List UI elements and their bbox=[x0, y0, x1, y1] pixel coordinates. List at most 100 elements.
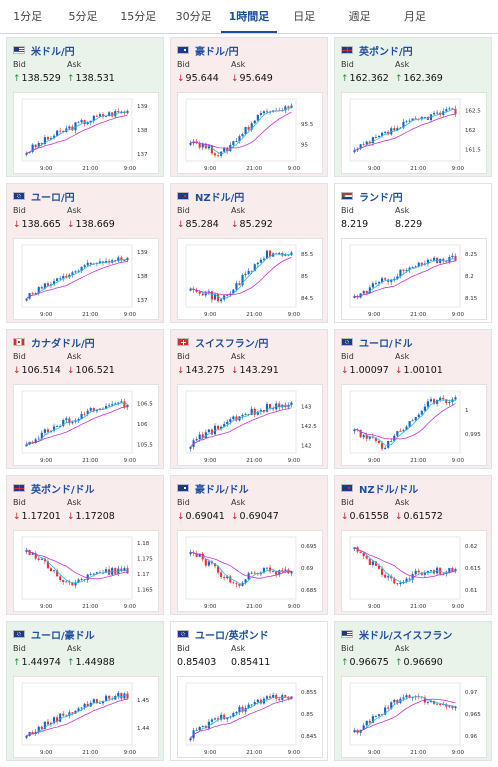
currency-pair-name[interactable]: ユーロ/豪ドル bbox=[31, 630, 95, 642]
currency-pair-name[interactable]: NZドル/円 bbox=[195, 192, 245, 204]
rate-card[interactable]: ユーロ/ドル Bid Ask ↓1.00097 ↓1.00101 1 0.995 9:00 21… bbox=[334, 329, 492, 469]
candle bbox=[238, 584, 241, 586]
rate-card[interactable]: NZドル/ドル Bid Ask ↓0.61558 ↓0.61572 0.62 0.615 0.… bbox=[334, 475, 492, 615]
rate-card[interactable]: カナダドル/円 Bid Ask ↓106.514 ↓106.521 106.5 106 105… bbox=[6, 329, 164, 469]
chart-box[interactable]: 0.695 0.69 0.685 9:00 21:00 9:00 bbox=[177, 530, 323, 612]
tab-1[interactable]: 5分足 bbox=[68, 10, 98, 23]
chart-box[interactable]: 1.18 1.175 1.17 1.165 9:00 21:00 9:00 bbox=[13, 530, 159, 612]
candle bbox=[402, 121, 405, 128]
currency-pair-name[interactable]: 豪ドル/ドル bbox=[195, 484, 249, 496]
candle bbox=[365, 290, 368, 294]
tab-5[interactable]: 日足 bbox=[293, 10, 316, 23]
chart-box[interactable]: 143 142.5 142 9:00 21:00 9:00 bbox=[177, 384, 323, 466]
currency-pair-name[interactable]: 米ドル/円 bbox=[31, 46, 75, 58]
currency-pair-name[interactable]: NZドル/ドル bbox=[359, 484, 419, 496]
tab-3[interactable]: 30分足 bbox=[175, 10, 212, 23]
candle bbox=[417, 262, 420, 267]
currency-pair-name[interactable]: 豪ドル/円 bbox=[195, 46, 239, 58]
currency-pair-name[interactable]: ユーロ/ドル bbox=[359, 338, 413, 350]
bid-value: 0.61558 bbox=[349, 511, 389, 522]
candle bbox=[207, 561, 210, 566]
y-tick-label: 142.5 bbox=[301, 424, 317, 430]
candle bbox=[92, 115, 95, 121]
currency-pair-name[interactable]: カナダドル/円 bbox=[31, 338, 95, 350]
candle bbox=[40, 726, 43, 729]
plot-area bbox=[21, 536, 133, 600]
bid-price: ↑138.529 bbox=[13, 73, 61, 84]
price-chart: 0.97 0.965 0.96 9:00 21:00 9:00 bbox=[349, 682, 481, 756]
chart-box[interactable]: 95.5 95 9:00 21:00 9:00 bbox=[177, 92, 323, 174]
candle bbox=[374, 561, 378, 566]
chart-box[interactable]: 106.5 106 105.5 9:00 21:00 9:00 bbox=[13, 384, 159, 466]
chart-box[interactable]: 162.5 162 161.5 9:00 21:00 9:00 bbox=[341, 92, 487, 174]
chart-box[interactable]: 8.25 8.2 8.15 9:00 21:00 9:00 bbox=[341, 238, 487, 320]
candle bbox=[59, 425, 62, 427]
bid-price: ↓138.665 bbox=[13, 219, 61, 230]
chart-box[interactable]: 85.5 85 84.5 9:00 21:00 9:00 bbox=[177, 238, 323, 320]
bid-label: Bid bbox=[341, 60, 354, 69]
rate-card[interactable]: 英ポンド/円 Bid Ask ↑162.362 ↑162.369 162.5 162 161.… bbox=[334, 37, 492, 177]
rate-card[interactable]: ユーロ/英ポンドBidAsk↓0.85403↓0.854110.8550.850… bbox=[170, 621, 328, 761]
currency-pair-name[interactable]: ユーロ/英ポンド bbox=[195, 630, 269, 642]
rate-card[interactable]: 米ドル/円 Bid Ask ↑138.529 ↑138.531 139 138 137 9:00… bbox=[6, 37, 164, 177]
card-title-row: 英ポンド/円 bbox=[341, 43, 413, 58]
candle bbox=[56, 426, 59, 427]
candle bbox=[120, 692, 123, 699]
y-tick-label: 0.96 bbox=[465, 734, 478, 740]
y-tick-label: 0.69 bbox=[301, 566, 314, 572]
ask-value: 0.61572 bbox=[403, 511, 443, 522]
currency-pair-name[interactable]: ランド/円 bbox=[359, 192, 403, 204]
chart-box[interactable]: 0.62 0.615 0.61 9:00 21:00 9:00 bbox=[341, 530, 487, 612]
flag-za-icon bbox=[341, 192, 353, 200]
candle bbox=[368, 436, 371, 439]
tab-4[interactable]: 1時間足 bbox=[221, 0, 277, 33]
ask-price: ↓138.669 bbox=[67, 219, 115, 230]
rate-card[interactable]: ユーロ/円 Bid Ask ↓138.665 ↓138.669 139 138 137 9:00… bbox=[6, 183, 164, 323]
chart-box[interactable]: 139 138 137 9:00 21:00 9:00 bbox=[13, 238, 159, 320]
chart-box[interactable]: 0.855 0.85 0.845 9:00 21:00 9:00 bbox=[177, 676, 323, 758]
ask-label: Ask bbox=[395, 644, 410, 653]
candle bbox=[56, 278, 59, 282]
tab-7[interactable]: 月足 bbox=[403, 10, 426, 23]
candle bbox=[201, 726, 204, 727]
currency-pair-name[interactable]: スイスフラン/円 bbox=[195, 338, 269, 350]
rate-card[interactable]: 豪ドル/ドル Bid Ask ↓0.69041 ↓0.69047 0.695 0.69 0.6… bbox=[170, 475, 328, 615]
currency-pair-name[interactable]: 英ポンド/ドル bbox=[31, 484, 95, 496]
ma-long-line bbox=[190, 111, 292, 149]
candle bbox=[229, 419, 232, 422]
bid-value: 1.44974 bbox=[21, 657, 61, 668]
chart-box[interactable]: 0.97 0.965 0.96 9:00 21:00 9:00 bbox=[341, 676, 487, 758]
candle bbox=[380, 132, 384, 136]
x-tick-label: 9:00 bbox=[204, 166, 217, 172]
rate-card[interactable]: 豪ドル/円 Bid Ask ↓95.644 ↓95.649 95.5 95 9:00 21:00… bbox=[170, 37, 328, 177]
candle bbox=[265, 567, 269, 569]
x-tick-label: 21:00 bbox=[82, 166, 98, 172]
rate-card[interactable]: 英ポンド/ドル Bid Ask ↓1.17201 ↓1.17208 1.18 1.175 1.… bbox=[6, 475, 164, 615]
tab-0[interactable]: 1分足 bbox=[13, 10, 43, 23]
bid-value: 143.275 bbox=[185, 365, 225, 376]
candle bbox=[86, 703, 89, 707]
ask-label: Ask bbox=[231, 644, 246, 653]
chart-box[interactable]: 1 0.995 9:00 21:00 9:00 bbox=[341, 384, 487, 466]
candle bbox=[393, 128, 396, 131]
plot-area bbox=[21, 98, 133, 162]
card-title-row: 豪ドル/ドル bbox=[177, 481, 249, 496]
tab-6[interactable]: 週足 bbox=[348, 10, 371, 23]
currency-pair-name[interactable]: 米ドル/スイスフラン bbox=[359, 630, 453, 642]
rate-card[interactable]: ユーロ/豪ドル Bid Ask ↑1.44974 ↑1.44988 1.45 1.44 9:0… bbox=[6, 621, 164, 761]
ask-label: Ask bbox=[67, 498, 82, 507]
candle bbox=[272, 694, 275, 698]
rate-card[interactable]: スイスフラン/円 Bid Ask ↓143.275 ↓143.291 143 142.5 14… bbox=[170, 329, 328, 469]
rate-card[interactable]: NZドル/円 Bid Ask ↓85.284 ↓85.292 85.5 85 84.5 9:00… bbox=[170, 183, 328, 323]
tab-2[interactable]: 15分足 bbox=[120, 10, 157, 23]
bid-value: 1.00097 bbox=[349, 365, 389, 376]
candle bbox=[368, 558, 371, 566]
chart-box[interactable]: 139 138 137 9:00 21:00 9:00 bbox=[13, 92, 159, 174]
chart-box[interactable]: 1.45 1.44 9:00 21:00 9:00 bbox=[13, 676, 159, 758]
rate-card[interactable]: ランド/円 Bid Ask ↓8.219 ↓8.229 8.25 8.2 8.15 9:00 21… bbox=[334, 183, 492, 323]
rate-card[interactable]: 米ドル/スイスフラン Bid Ask ↑0.96675 ↑0.96690 0.97 0.96… bbox=[334, 621, 492, 761]
bid-label: Bid bbox=[177, 644, 190, 653]
currency-pair-name[interactable]: 英ポンド/円 bbox=[359, 46, 413, 58]
currency-pair-name[interactable]: ユーロ/円 bbox=[31, 192, 75, 204]
candle bbox=[414, 417, 417, 421]
